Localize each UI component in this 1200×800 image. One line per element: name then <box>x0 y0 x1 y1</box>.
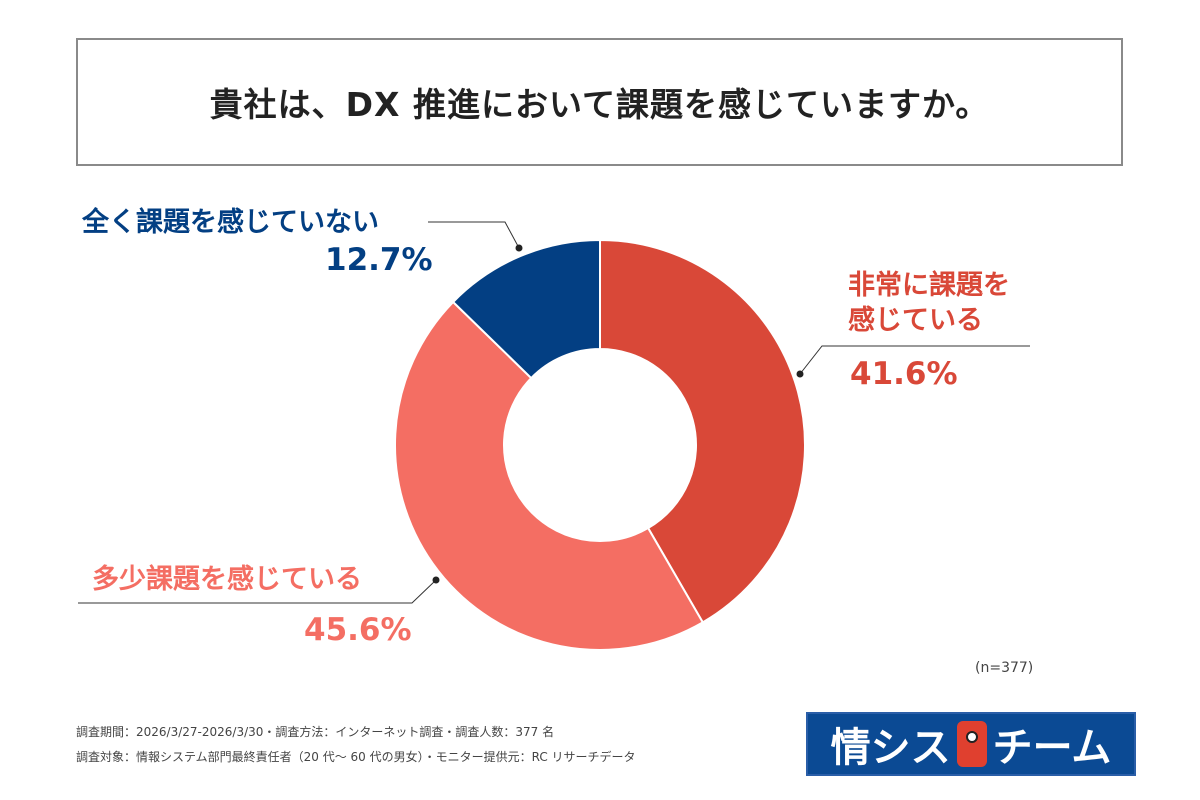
label-some: 多少課題を感じている <box>92 564 362 595</box>
logo-text-right: チーム <box>992 725 1112 771</box>
label-very-line1: 非常に課題を <box>848 270 1010 301</box>
slice-very <box>599 238 806 624</box>
leader-dot-some <box>432 576 440 584</box>
leader-line-none <box>428 221 520 249</box>
leader-dot-none <box>515 244 523 252</box>
logo: 情シス チーム <box>806 712 1136 776</box>
title-box: 貴社は、DX 推進において課題を感じていますか。 <box>76 38 1123 166</box>
footer-line-2: 調査対象：情報システム部門最終責任者（20 代～ 60 代の男女）・モニター提供… <box>76 750 636 764</box>
leader-dot-very <box>796 370 804 378</box>
leader-line-very <box>799 345 1030 375</box>
slice-none <box>451 238 601 380</box>
slice-some <box>394 300 705 651</box>
value-label-some: 45.6% <box>304 612 412 648</box>
value-label-none: 12.7% <box>325 242 433 278</box>
mascot-icon <box>956 721 987 767</box>
footer-line-1: 調査期間：2026/3/27-2026/3/30・調査方法：インターネット調査・… <box>76 725 555 739</box>
label-none: 全く課題を感じていない <box>82 207 379 238</box>
leader-lines <box>78 221 1030 604</box>
leader-line-some <box>78 579 437 604</box>
sample-size: (n=377) <box>975 660 1034 676</box>
chart-title: 貴社は、DX 推進において課題を感じていますか。 <box>209 85 990 124</box>
logo-text-left: 情シス <box>830 725 951 771</box>
value-label-very: 41.6% <box>850 356 958 392</box>
label-very-line2: 感じている <box>848 305 983 336</box>
